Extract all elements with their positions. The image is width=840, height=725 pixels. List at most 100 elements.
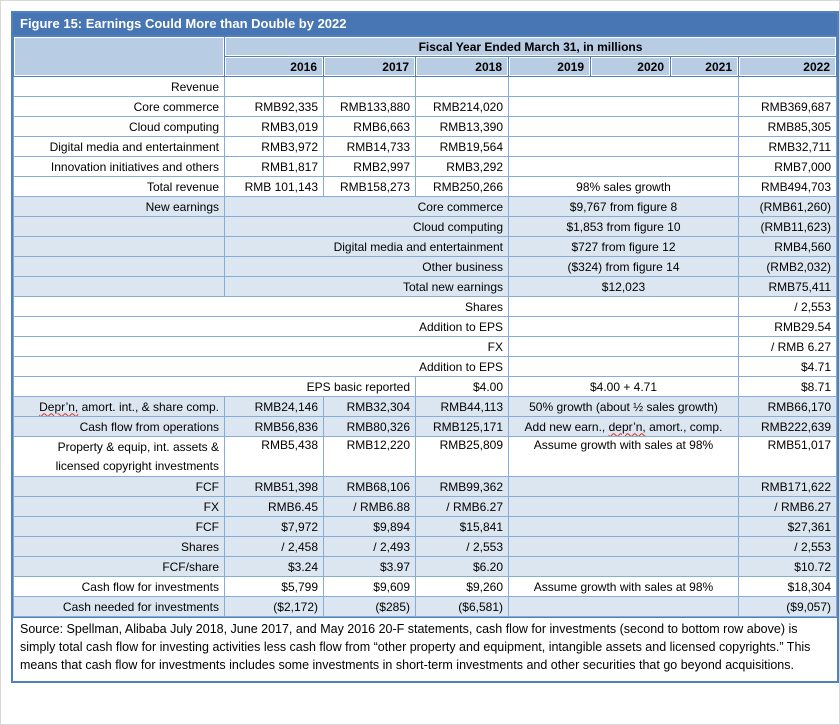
table-row: Cash needed for investments ($2,172) ($285…: [13, 596, 837, 618]
note-cell: [508, 336, 739, 357]
value-cell-2016: $3.24: [224, 556, 324, 578]
row-label: Core commerce: [13, 96, 225, 117]
value-cell-2017: / 2,493: [323, 536, 416, 558]
row-label: Digital media and entertainment: [13, 136, 225, 157]
source-note: Source: Spellman, Alibaba July 2018, Jun…: [13, 617, 837, 682]
row-label: Depr’n, amort. int., & share comp.: [13, 396, 225, 417]
table-row: FCF $7,972 $9,894 $15,841 $27,361: [13, 516, 837, 538]
note-cell: Add new earn., depr’n, amort., comp.: [508, 416, 739, 437]
year-header-cell: 2020: [590, 56, 671, 77]
row-label: EPS basic reported: [13, 376, 416, 397]
value-cell-2017: [323, 76, 416, 97]
row-label: [13, 236, 225, 257]
value-cell-2016: RMB6.45: [224, 496, 324, 518]
value-cell-2016: RMB56,836: [224, 416, 324, 437]
value-cell-2018: RMB214,020: [415, 96, 509, 117]
value-cell-2022: RMB85,305: [738, 116, 837, 137]
table-row: Innovation initiatives and others RMB1,81…: [13, 156, 837, 177]
value-cell-2017: / RMB6.88: [323, 496, 416, 518]
table-row: Cash flow from operations RMB56,836 RMB80,…: [13, 416, 837, 437]
note-cell: $4.00 + 4.71: [508, 376, 739, 397]
value-cell-2022: / 2,553: [738, 296, 837, 317]
row-label: FCF: [13, 476, 225, 498]
year-header-row: 2016 2017 2018 2019 2020 2021 2022: [14, 56, 837, 77]
value-cell-2022: (RMB61,260): [738, 196, 837, 217]
note-cell: $727 from figure 12: [508, 236, 739, 257]
value-cell-2017: RMB133,880: [323, 96, 416, 117]
row-label: Addition to EPS: [13, 316, 509, 337]
note-cell: [508, 356, 739, 377]
row-label: FCF: [13, 516, 225, 538]
value-cell-2016: [224, 76, 324, 97]
note-cell: Assume growth with sales at 98%: [508, 576, 739, 598]
value-cell-2022: RMB171,622: [738, 476, 837, 498]
value-cell-2022: / RMB6.27: [738, 496, 837, 518]
table-row: Shares/ 2,458/ 2,493/ 2,553/ 2,553: [13, 536, 837, 558]
note-cell: 50% growth (about ½ sales growth): [508, 396, 739, 417]
value-cell-2022: $27,361: [738, 516, 837, 538]
year-header-cell: 2016: [224, 56, 324, 77]
table-row: New earnings Core commerce $9,767 from fig…: [13, 196, 837, 217]
misspelled-word: depr’n,: [608, 419, 646, 434]
note-cell: $1,853 from figure 10: [508, 216, 739, 237]
row-label: Shares: [13, 536, 225, 558]
note-cell: Assume growth with sales at 98%: [508, 435, 739, 478]
value-cell-2016: ($2,172): [224, 596, 324, 618]
value-cell-2017: RMB68,106: [323, 476, 416, 498]
value-cell-2016: RMB1,817: [224, 156, 324, 177]
table-row: Shares / 2,553: [13, 296, 837, 317]
value-cell-2017: RMB14,733: [323, 136, 416, 157]
value-cell-2022: / 2,553: [738, 536, 837, 558]
value-cell-2016: / 2,458: [224, 536, 324, 558]
figure-title: Figure 15: Earnings Could More than Doub…: [13, 13, 837, 36]
value-cell-2022: RMB51,017: [738, 435, 837, 478]
value-cell-2022: $4.71: [738, 356, 837, 377]
table-row: Depr’n, amort. int., & share comp. RMB24,…: [13, 396, 837, 417]
value-cell-2018: RMB3,292: [415, 156, 509, 177]
value-cell-2016: RMB5,438: [224, 435, 324, 478]
year-header-cell: 2017: [323, 56, 416, 77]
value-cell-2017: $3.97: [323, 556, 416, 578]
table-row: Property & equip, int. assets & licensed…: [13, 435, 837, 478]
year-header-cell: 2021: [670, 56, 739, 77]
note-cell: [508, 296, 739, 317]
value-cell-2022: RMB32,711: [738, 136, 837, 157]
value-cell-2016: RMB24,146: [224, 396, 324, 417]
row-label: Cash flow for investments: [13, 576, 225, 598]
note-cell: [508, 96, 739, 117]
value-cell-2022: (RMB2,032): [738, 256, 837, 277]
row-label: FX: [13, 336, 509, 357]
value-cell-2022: $18,304: [738, 576, 837, 598]
value-cell-2018: $4.00: [415, 376, 509, 397]
table-row: Total revenue RMB 101,143 RMB158,273 RMB250…: [13, 176, 837, 197]
note-cell: [508, 496, 739, 518]
value-cell-2018: RMB19,564: [415, 136, 509, 157]
table-row: Cloud computing $1,853 from figure 10 (RMB…: [13, 216, 837, 237]
sublabel-cell: Total new earnings: [224, 276, 509, 297]
value-cell-2018: $15,841: [415, 516, 509, 538]
value-cell-2017: $9,609: [323, 576, 416, 598]
row-label: [13, 216, 225, 237]
note-cell: [508, 536, 739, 558]
value-cell-2022: (RMB11,623): [738, 216, 837, 237]
value-cell-2022: ($9,057): [738, 596, 837, 618]
value-cell-2022: RMB29.54: [738, 316, 837, 337]
table-row: FCF/share $3.24 $3.97 $6.20 $10.72: [13, 556, 837, 578]
value-cell-2017: RMB80,326: [323, 416, 416, 437]
value-cell-2018: RMB13,390: [415, 116, 509, 137]
table-row: FX RMB6.45/ RMB6.88/ RMB6.27/ RMB6.27: [13, 496, 837, 518]
value-cell-2022: RMB4,560: [738, 236, 837, 257]
value-cell-2017: RMB6,663: [323, 116, 416, 137]
value-cell-2017: RMB158,273: [323, 176, 416, 197]
value-cell-2022: RMB7,000: [738, 156, 837, 177]
row-label: FX: [13, 496, 225, 518]
row-label: Revenue: [13, 76, 225, 97]
value-cell-2016: RMB3,972: [224, 136, 324, 157]
year-header-cell: 2019: [508, 56, 591, 77]
value-cell-2017: RMB32,304: [323, 396, 416, 417]
table-row: Cloud computing RMB3,019 RMB6,663 RMB13,390…: [13, 116, 837, 137]
value-cell-2017: RMB2,997: [323, 156, 416, 177]
table-row: Cash flow for investments $5,799 $9,609 $9,…: [13, 576, 837, 598]
row-label: Addition to EPS: [13, 356, 509, 377]
value-cell-2022: RMB222,639: [738, 416, 837, 437]
